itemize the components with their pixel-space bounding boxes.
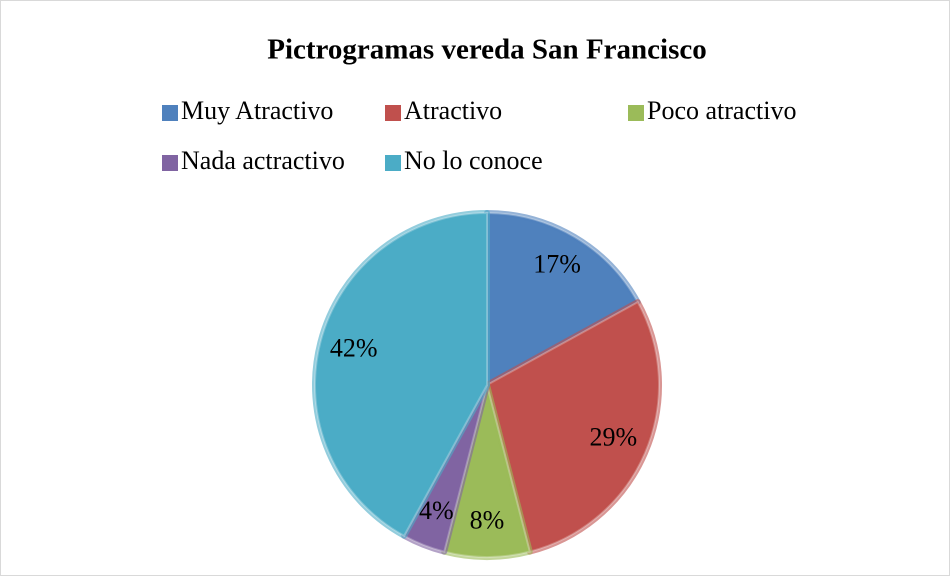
legend-swatch	[628, 105, 644, 121]
data-label: 42%	[330, 334, 378, 363]
pie-slice-edge	[485, 300, 660, 553]
legend-label: Muy Atractivo	[181, 96, 333, 125]
legend-label: No lo conoce	[404, 146, 543, 175]
legend-swatch	[385, 105, 401, 121]
data-label: 8%	[470, 506, 505, 535]
data-label: 29%	[589, 423, 637, 452]
pie-slice-edge	[313, 211, 488, 538]
pie-slice	[312, 210, 490, 539]
legend-swatch	[162, 105, 178, 121]
legend-swatch	[385, 155, 401, 171]
data-label: 17%	[533, 250, 581, 279]
legend-swatch	[162, 155, 178, 171]
pie-slice	[484, 299, 662, 555]
pie-slice-edge	[486, 211, 640, 387]
legend-label: Atractivo	[404, 96, 502, 125]
pie-slice	[484, 210, 641, 388]
legend-label: Poco atractivo	[647, 96, 796, 125]
chart-title: Pictrogramas vereda San Francisco	[267, 34, 707, 66]
legend-label: Nada actractivo	[181, 146, 345, 175]
